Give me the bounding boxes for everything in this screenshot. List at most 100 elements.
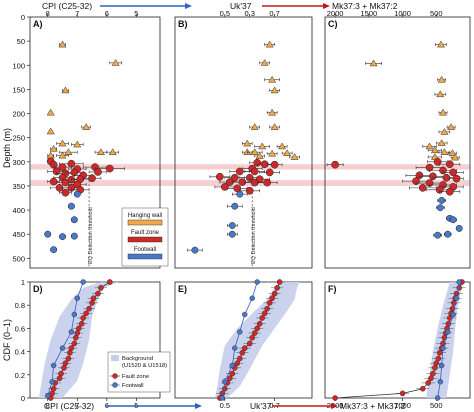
footwall-point [191,246,199,254]
fault-zone-point [105,164,114,173]
footwall-point [228,230,236,238]
fault-zone-point [260,160,269,169]
hanging-wall-point [425,142,434,150]
footwall-point [73,190,81,198]
fault-zone-cdf-point [222,385,228,392]
footwall-cdf-point [242,311,248,318]
hanging-wall-point [46,108,55,116]
hanging-wall-point [255,152,264,159]
footwall-cdf-point [445,329,451,335]
bottom-arrow-cpi-head [195,403,202,409]
hanging-wall-point [268,149,277,157]
fault-zone-cdf-point [428,375,434,382]
panel-frame-d [29,281,161,399]
panel-label-e: E) [178,284,187,294]
fault-zone-band-2 [30,180,470,186]
fault-zone-cdf-point [71,340,78,347]
fault-zone-point [263,178,272,187]
bottom-axis-label-d: CPI (C25-32) [44,401,94,411]
footwall-cdf-point [237,329,243,335]
top-axis-label-a: CPI (C25-32) [42,1,92,11]
footwall-cdf-point [438,362,445,369]
top-arrow-cpi-head [185,3,192,9]
hanging-wall-point [250,123,259,130]
panel-frame-b [174,16,313,269]
fault-zone-cdf-point [432,365,438,371]
top-x-tick-label: 8 [46,9,50,18]
legend-fault-zone-swatch [127,236,163,243]
hanging-wall-point [58,151,67,159]
fault-zone-point [61,188,70,197]
fault-zone-cdf-point [249,334,256,341]
footwall-point [70,216,78,224]
y-axis-title-depth: Depth (m) [2,128,12,168]
panel-label-f: F) [328,284,337,294]
panel-frame-c [324,16,471,269]
hanging-wall-point [96,148,105,156]
footwall-cdf-line [47,281,84,396]
depth-tick-label: 0 [21,13,25,22]
footwall-point [444,230,452,238]
detection-threshold-label: EQ Detection threshold [88,207,94,264]
footwall-point [59,233,66,241]
fault-zone-cdf-point [80,315,86,321]
fault-zone-point [49,177,58,186]
hanging-wall-point [258,142,267,150]
hanging-wall-point [270,86,279,94]
fault-zone-cdf-point [436,349,443,356]
footwall-cdf-point [249,295,255,301]
legend-hanging-wall-label: Hanging wall [128,213,162,219]
legend-background-swatch [111,355,119,361]
fault-zone-cdf-point [65,355,72,362]
hanging-wall-point [440,148,449,156]
footwall-point [67,202,75,210]
depth-tick-label: 450 [12,230,25,239]
fault-zone-point [220,183,229,191]
fault-zone-point [245,186,254,195]
hanging-wall-point [260,58,269,66]
fault-zone-cdf-point [50,385,57,392]
footwall-cdf-point [437,379,444,385]
hanging-wall-point [58,40,67,48]
footwall-cdf-point [50,362,57,369]
footwall-cdf-point [71,311,78,318]
top-axis-header: CPI (C25-32) Uk'37 Mk37:3 + Mk37:2 [42,1,398,11]
bottom-x-tick-label: 7 [75,401,79,410]
fault-zone-cdf-point [430,370,436,377]
footwall-point [455,224,463,232]
fault-zone-point [449,168,457,177]
y-axis-title-cdf: CDF (0–1) [2,319,12,361]
top-x-tick-label: 1500 [360,9,377,18]
panel-label-d: D) [33,284,43,294]
hanging-wall-point [448,149,457,156]
hanging-wall-point [46,151,55,159]
hanging-wall-point [447,123,456,130]
hanging-wall-point [73,140,82,148]
hanging-wall-point [430,146,439,154]
depth-tick-label: 500 [12,254,25,263]
depth-tick-label: 300 [12,158,25,167]
fault-zone-cdf-point [435,355,442,362]
fault-zone-cdf-point [78,320,85,327]
hanging-wall-point [437,139,446,146]
footwall-cdf-point [80,279,86,285]
top-x-tick-label: 500 [430,9,443,18]
hanging-wall-point [437,75,446,83]
background-cdf-band [38,282,119,398]
footwall-cdf-point [219,395,226,401]
fault-zone-cdf-point [62,360,69,367]
footwall-cdf-point [68,329,75,335]
hanging-wall-point [283,149,292,156]
top-axis-label-c: Mk37:3 + Mk37:2 [332,1,398,11]
fault-zone-point [452,174,461,183]
hanging-wall-point [111,58,120,66]
footwall-point [449,216,457,224]
legend-background-label: Background [122,356,153,362]
fault-zone-point [235,167,244,176]
hanging-wall-point [108,148,117,156]
fault-zone-point [270,160,279,169]
fault-zone-cdf-point [254,325,261,332]
footwall-cdf-point [74,295,80,301]
fault-zone-point [445,187,454,196]
depth-tick-label: 250 [12,134,25,143]
